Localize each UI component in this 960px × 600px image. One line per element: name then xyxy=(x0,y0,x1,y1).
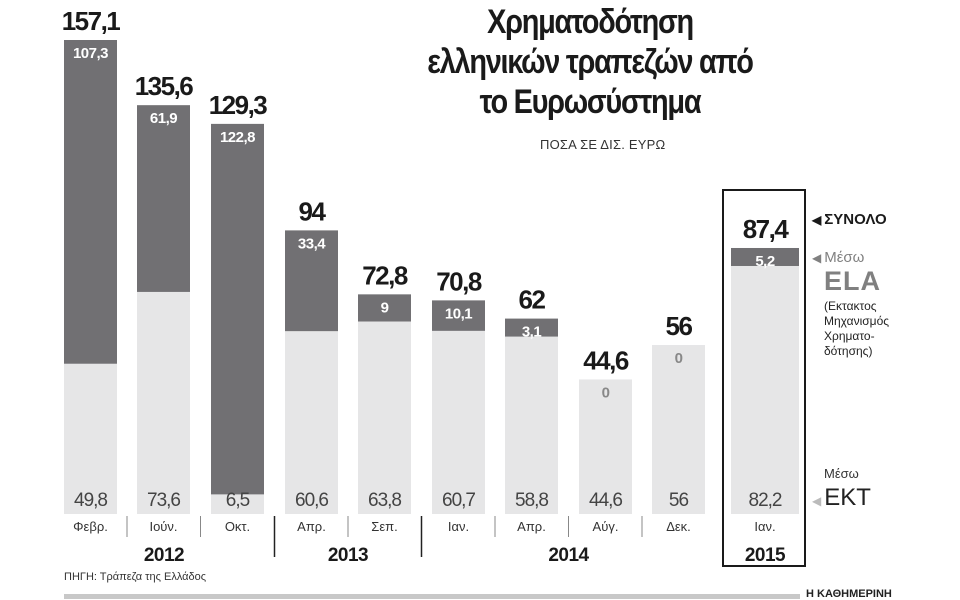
bar-ela xyxy=(211,123,264,495)
tick-label-month: Δεκ. xyxy=(666,519,691,534)
bar-ecb xyxy=(358,321,411,514)
label-total: 129,3 xyxy=(209,90,268,120)
bar-ela xyxy=(137,105,190,292)
bar-ela xyxy=(505,318,558,337)
bar-ecb xyxy=(137,291,190,514)
legend-ela-note: (Εκτακτος Μηχανισμός Χρηματο-δότησης) xyxy=(824,299,890,358)
tick-label-year: 2015 xyxy=(745,545,786,566)
legend-ela-via-label: Μέσω xyxy=(824,249,865,266)
label-total: 44,6 xyxy=(583,345,629,375)
bar-ecb xyxy=(731,265,799,514)
tick-label-year: 2012 xyxy=(144,545,184,566)
label-ela: 5,2 xyxy=(755,253,775,270)
tick-label-month: Ιαν. xyxy=(754,519,775,534)
label-ela: 3,1 xyxy=(522,324,542,341)
label-ela: 9 xyxy=(381,299,389,316)
tick-label-month: Απρ. xyxy=(297,519,326,534)
brand-logo: Η ΚΑΘΗΜΕΡΙΝΗ xyxy=(806,588,892,600)
label-ela: 10,1 xyxy=(445,305,472,322)
arrow-left-icon: ◀ xyxy=(812,251,822,265)
tick-label-month: Οκτ. xyxy=(225,519,250,534)
legend-ela-via: ◀ Μέσω xyxy=(812,249,864,266)
tick-label-month: Απρ. xyxy=(517,519,546,534)
legend-total-label: ΣΥΝΟΛΟ xyxy=(824,211,887,228)
bar-ela xyxy=(64,40,117,364)
legend-total: ◀ ΣΥΝΟΛΟ xyxy=(812,211,887,228)
label-ecb: 82,2 xyxy=(749,490,782,511)
tick-label-year: 2013 xyxy=(328,545,368,566)
label-ecb: 73,6 xyxy=(147,490,180,511)
label-ela: 107,3 xyxy=(73,45,108,62)
tick-label-month: Ιαν. xyxy=(448,519,469,534)
bar-ecb xyxy=(64,363,117,514)
label-ecb: 44,6 xyxy=(589,490,622,511)
chart-title: Χρηματοδότηση ελληνικών τραπεζών από το … xyxy=(427,3,754,121)
bar-ecb xyxy=(432,330,485,514)
label-ela: 0 xyxy=(675,350,683,367)
tick-label-month: Ιούν. xyxy=(149,519,177,534)
label-total: 94 xyxy=(299,196,327,226)
label-total: 87,4 xyxy=(743,214,790,244)
label-total: 70,8 xyxy=(436,266,482,296)
bar-ecb xyxy=(505,336,558,514)
label-ecb: 60,7 xyxy=(442,490,475,511)
label-total: 62 xyxy=(519,285,546,315)
arrow-left-icon: ◀ xyxy=(812,494,822,508)
arrow-left-icon: ◀ xyxy=(812,213,822,227)
bar-ela xyxy=(285,230,338,332)
bar-ela xyxy=(432,300,485,331)
label-ela: 0 xyxy=(602,384,610,401)
bar-ecb xyxy=(211,494,264,514)
chart-subtitle: ΠΟΣΑ ΣΕ ΔΙΣ. ΕΥΡΩ xyxy=(540,137,666,152)
label-ecb: 58,8 xyxy=(515,490,548,511)
bar-ecb xyxy=(652,345,705,514)
label-ela: 33,4 xyxy=(298,235,326,252)
label-ela: 61,9 xyxy=(150,110,177,127)
bar-ela xyxy=(358,294,411,322)
label-ecb: 49,8 xyxy=(74,490,107,511)
tick-label-month: Φεβρ. xyxy=(73,519,108,534)
label-ecb: 56 xyxy=(669,490,689,511)
legend-ecb-via: Μέσω xyxy=(824,466,859,481)
bar-ela xyxy=(731,247,799,266)
label-ecb: 60,6 xyxy=(295,490,328,511)
label-ecb: 6,5 xyxy=(226,490,250,511)
label-total: 135,6 xyxy=(135,71,194,101)
legend-ecb-label: ΕΚΤ xyxy=(824,484,871,511)
source-note: ΠΗΓΗ: Τράπεζα της Ελλάδος xyxy=(64,571,207,583)
bar-ecb xyxy=(285,331,338,514)
footer-rule xyxy=(64,594,800,599)
label-ela: 122,8 xyxy=(220,129,255,146)
tick-label-month: Αύγ. xyxy=(593,519,619,534)
label-ecb: 63,8 xyxy=(368,490,401,511)
tick-label-year: 2014 xyxy=(548,545,589,566)
highlight-box-2015 xyxy=(722,189,806,567)
bar-ecb xyxy=(579,379,632,514)
legend-ela: ELA xyxy=(824,266,881,296)
label-total: 56 xyxy=(666,311,693,341)
legend-ecb: ◀ ΕΚΤ xyxy=(812,484,871,512)
tick-label-month: Σεπ. xyxy=(371,519,397,534)
label-total: 72,8 xyxy=(362,260,408,290)
label-total: 157,1 xyxy=(62,6,121,36)
